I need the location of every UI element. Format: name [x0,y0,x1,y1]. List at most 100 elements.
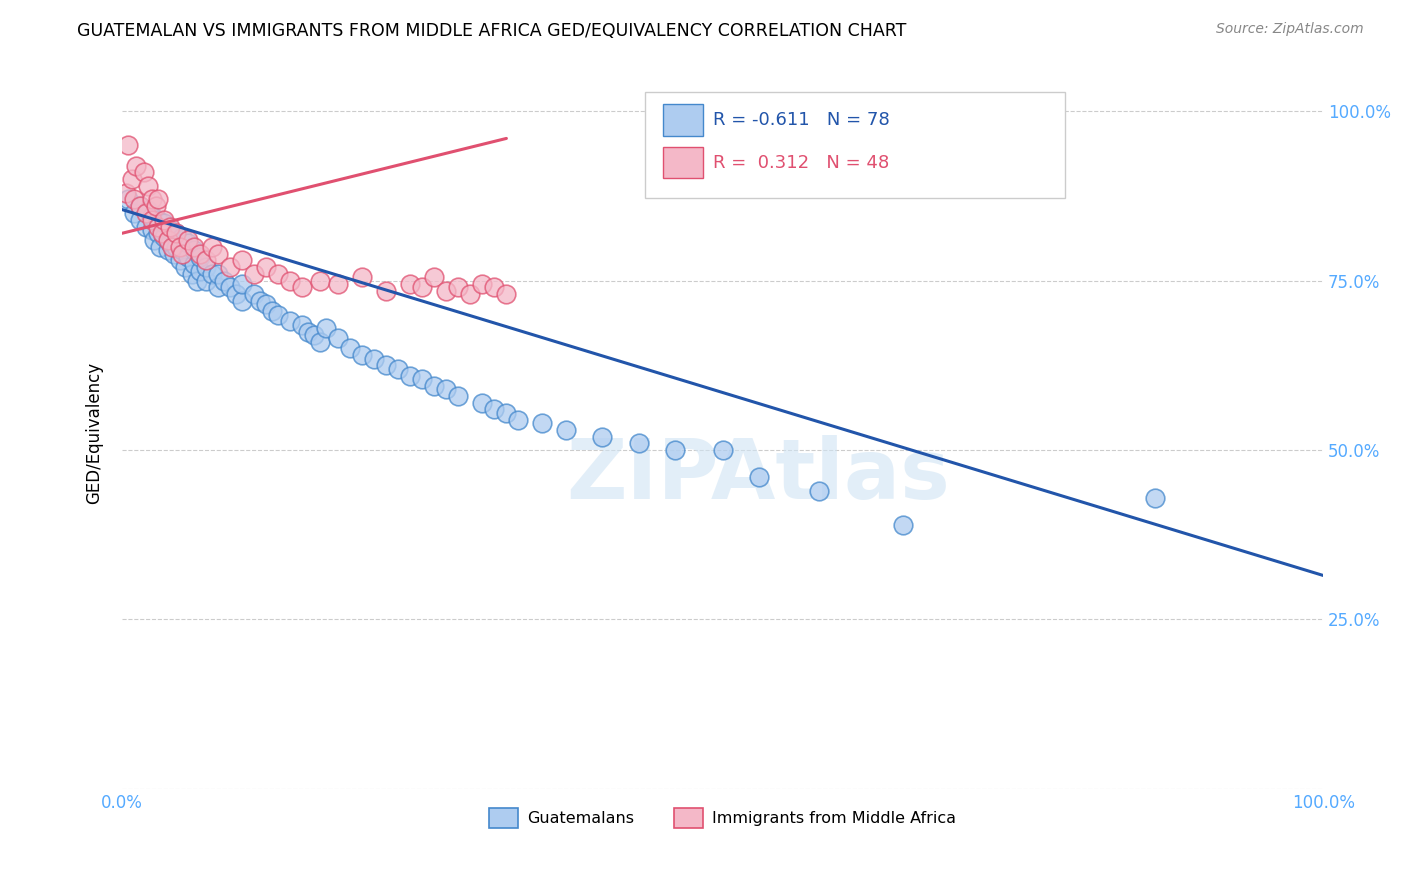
Point [711,443,734,458]
Point [302,327,325,342]
Point [243,267,266,281]
Point [807,483,830,498]
Text: ZIPAtlas: ZIPAtlas [567,435,950,516]
Point [188,263,211,277]
Point [129,212,152,227]
Point [143,233,166,247]
Point [183,240,205,254]
Point [162,240,184,254]
Point [891,517,914,532]
Point [146,227,169,241]
Point [484,402,506,417]
Point [434,284,457,298]
Point [447,389,470,403]
Point [225,287,247,301]
Point [748,470,770,484]
Point [627,436,650,450]
Point [495,406,517,420]
Point [267,267,290,281]
Point [471,395,494,409]
Point [352,348,374,362]
Point [375,284,398,298]
Point [138,202,160,217]
Point [156,233,179,247]
Point [411,280,433,294]
Point [254,260,277,275]
Point [172,246,194,260]
Point [201,240,224,254]
Point [132,165,155,179]
Point [219,260,242,275]
Point [117,138,139,153]
Point [159,236,181,251]
Point [165,240,187,254]
Point [387,361,409,376]
Y-axis label: GED/Equivalency: GED/Equivalency [86,362,103,504]
Point [231,293,253,308]
Point [399,368,422,383]
Point [177,250,200,264]
Point [278,314,301,328]
Point [447,280,470,294]
Point [177,236,200,251]
Point [423,378,446,392]
Point [153,216,176,230]
Point [129,199,152,213]
Point [495,287,517,301]
Point [188,250,211,264]
Point [180,267,202,281]
Point [278,274,301,288]
Point [219,280,242,294]
Point [138,178,160,193]
Point [1143,491,1166,505]
Point [153,229,176,244]
Point [363,351,385,366]
Point [249,293,271,308]
Point [195,274,218,288]
Point [159,223,181,237]
Point [122,193,145,207]
Text: R = -0.611   N = 78: R = -0.611 N = 78 [713,111,890,128]
Point [122,206,145,220]
Point [172,229,194,244]
Point [262,304,284,318]
Point [145,199,167,213]
Point [508,412,530,426]
Point [141,212,163,227]
Point [339,342,361,356]
Point [135,206,157,220]
Point [471,277,494,291]
Point [114,186,136,200]
Point [121,172,143,186]
Point [156,244,179,258]
Point [172,244,194,258]
Point [212,274,235,288]
Point [188,246,211,260]
Point [165,227,187,241]
Point [291,318,314,332]
Point [183,244,205,258]
Point [328,277,350,291]
Point [141,193,163,207]
Point [163,246,186,260]
Point [141,223,163,237]
Point [146,219,169,234]
Point [141,210,163,224]
Point [592,429,614,443]
Point [146,193,169,207]
Point [460,287,482,301]
Point [484,280,506,294]
Point [125,159,148,173]
Point [135,219,157,234]
Point [146,212,169,227]
Point [664,443,686,458]
Point [195,253,218,268]
Point [309,334,332,349]
Point [201,267,224,281]
Point [153,212,176,227]
Point [195,260,218,275]
Point [207,280,229,294]
Point [555,423,578,437]
Point [243,287,266,301]
Point [531,416,554,430]
